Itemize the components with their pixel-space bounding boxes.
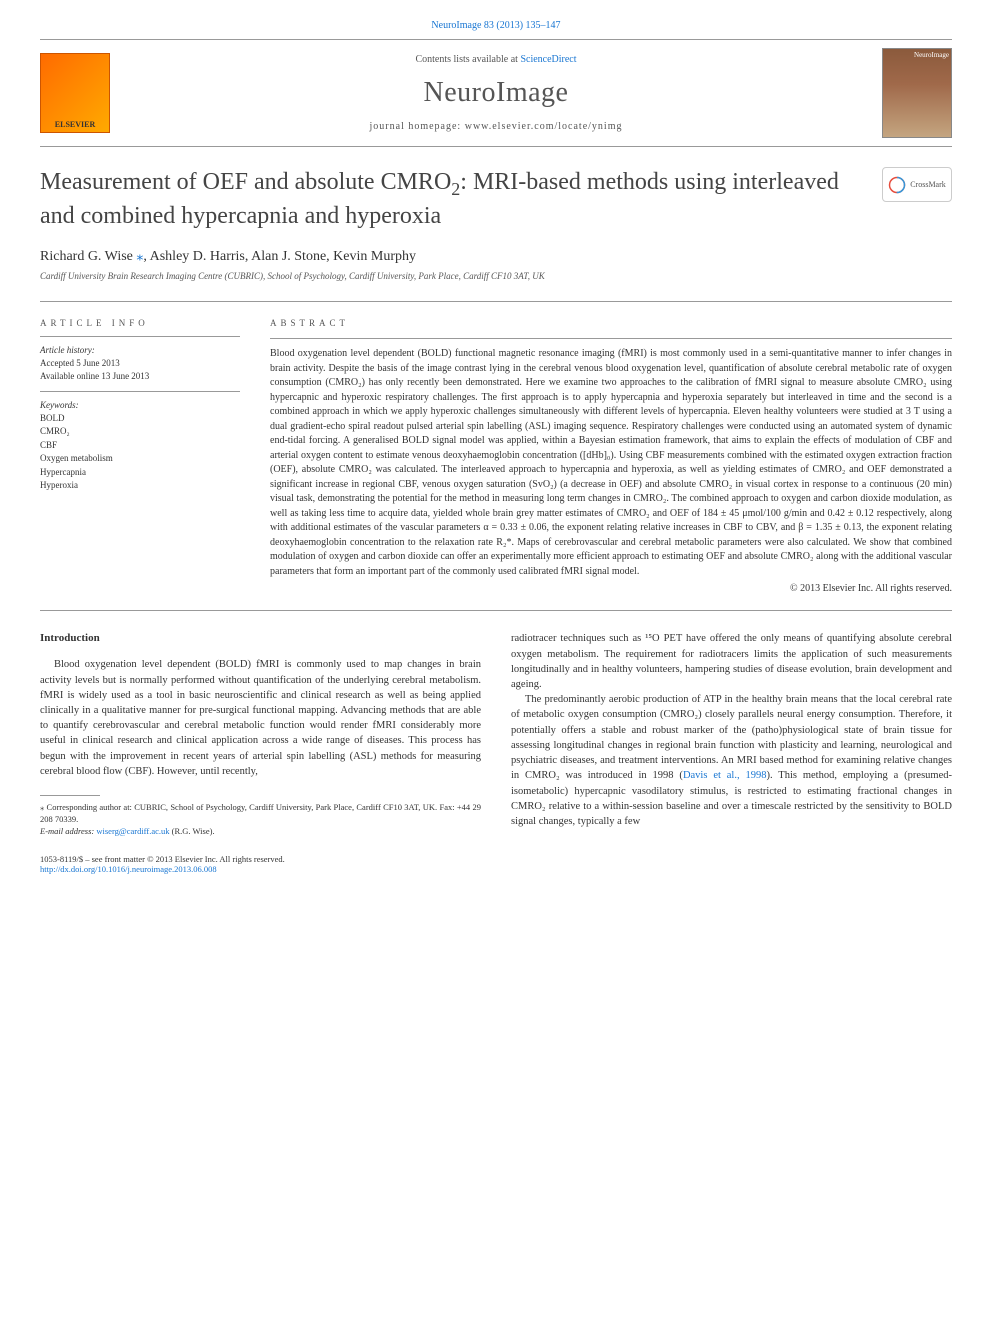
history-label: Article history: <box>40 345 240 355</box>
article-info: ARTICLE INFO Article history: Accepted 5… <box>40 318 240 594</box>
doi-link[interactable]: http://dx.doi.org/10.1016/j.neuroimage.2… <box>40 864 217 874</box>
authors: Richard G. Wise ⁎, Ashley D. Harris, Ala… <box>40 248 952 265</box>
abstract-text: Blood oxygenation level dependent (BOLD)… <box>270 347 952 579</box>
keyword-item: CMRO₂ <box>40 425 240 439</box>
keyword-item: Hyperoxia <box>40 479 240 493</box>
divider-top <box>40 301 952 302</box>
email-suffix: (R.G. Wise). <box>170 826 215 836</box>
abstract-section: ABSTRACT Blood oxygenation level depende… <box>270 318 952 594</box>
homepage-line: journal homepage: www.elsevier.com/locat… <box>110 121 882 132</box>
title-subscript: 2 <box>451 179 460 199</box>
journal-ref-top: NeuroImage 83 (2013) 135–147 <box>40 20 952 31</box>
keyword-item: Oxygen metabolism <box>40 452 240 466</box>
keyword-item: BOLD <box>40 412 240 426</box>
email-label: E-mail address: <box>40 826 96 836</box>
info-divider-1 <box>40 336 240 337</box>
elsevier-logo: ELSEVIER <box>40 53 110 133</box>
ref-davis-1998[interactable]: Davis et al., 1998 <box>683 770 767 781</box>
footnote-separator <box>40 795 100 796</box>
copyright: © 2013 Elsevier Inc. All rights reserved… <box>270 583 952 594</box>
corresponding-footnote: ⁎ Corresponding author at: CUBRIC, Schoo… <box>40 802 481 826</box>
journal-name: NeuroImage <box>110 77 882 109</box>
keyword-item: CBF <box>40 439 240 453</box>
crossmark-badge[interactable]: CrossMark <box>882 167 952 202</box>
abstract-heading: ABSTRACT <box>270 318 952 328</box>
intro-p2b: The predominantly aerobic production of … <box>511 692 952 829</box>
sciencedirect-link[interactable]: ScienceDirect <box>520 54 576 65</box>
keywords-list: BOLD CMRO₂ CBF Oxygen metabolism Hyperca… <box>40 412 240 493</box>
p2b-text: The predominantly aerobic production of … <box>511 694 952 781</box>
author-lead: Richard G. Wise <box>40 249 136 264</box>
email-footnote: E-mail address: wiserg@cardiff.ac.uk (R.… <box>40 826 481 838</box>
affiliation: Cardiff University Brain Research Imagin… <box>40 271 952 281</box>
article-info-heading: ARTICLE INFO <box>40 318 240 328</box>
journal-header: ELSEVIER Contents lists available at Sci… <box>40 39 952 147</box>
crossmark-icon <box>888 176 906 194</box>
accepted-date: Accepted 5 June 2013 <box>40 357 240 370</box>
homepage-label: journal homepage: <box>370 121 465 132</box>
right-column: radiotracer techniques such as ¹⁵O PET h… <box>511 631 952 837</box>
footer: 1053-8119/$ – see front matter © 2013 El… <box>40 854 952 874</box>
intro-p2a: radiotracer techniques such as ¹⁵O PET h… <box>511 631 952 692</box>
authors-rest: , Ashley D. Harris, Alan J. Stone, Kevin… <box>143 249 416 264</box>
keywords-label: Keywords: <box>40 400 240 410</box>
contents-prefix: Contents lists available at <box>415 54 520 65</box>
keyword-item: Hypercapnia <box>40 466 240 480</box>
title-part1: Measurement of OEF and absolute CMRO <box>40 169 451 195</box>
divider-bottom <box>40 610 952 611</box>
body-columns: Introduction Blood oxygenation level dep… <box>40 631 952 837</box>
abstract-divider <box>270 338 952 339</box>
article-title: Measurement of OEF and absolute CMRO2: M… <box>40 167 882 232</box>
journal-cover-thumb: NeuroImage <box>882 48 952 138</box>
crossmark-label: CrossMark <box>910 180 946 189</box>
issn-line: 1053-8119/$ – see front matter © 2013 El… <box>40 854 285 864</box>
intro-p1: Blood oxygenation level dependent (BOLD)… <box>40 657 481 779</box>
online-date: Available online 13 June 2013 <box>40 370 240 383</box>
info-divider-2 <box>40 391 240 392</box>
intro-heading: Introduction <box>40 631 481 647</box>
left-column: Introduction Blood oxygenation level dep… <box>40 631 481 837</box>
contents-line: Contents lists available at ScienceDirec… <box>110 54 882 65</box>
homepage-url[interactable]: www.elsevier.com/locate/ynimg <box>465 121 623 132</box>
email-link[interactable]: wiserg@cardiff.ac.uk <box>96 826 169 836</box>
